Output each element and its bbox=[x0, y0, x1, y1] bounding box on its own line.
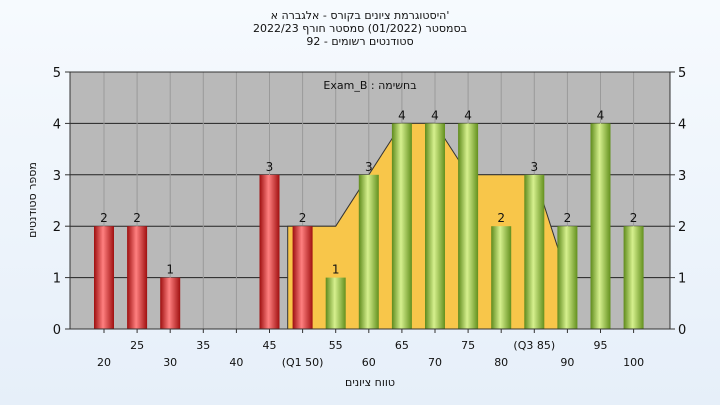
bar-value-label: 3 bbox=[266, 160, 274, 174]
x-tick-label: 70 bbox=[428, 356, 442, 369]
bar-value-label: 1 bbox=[332, 263, 340, 277]
bar-60 bbox=[358, 174, 379, 329]
y-tick-label-right: 1 bbox=[678, 272, 686, 287]
y-tick-label-left: 1 bbox=[53, 272, 61, 287]
y-tick-label-left: 2 bbox=[53, 220, 61, 235]
bar-value-label: 4 bbox=[597, 108, 605, 122]
x-tick-label: 40 bbox=[229, 356, 243, 369]
bar-85 bbox=[524, 174, 545, 329]
bar-value-label: 4 bbox=[464, 108, 472, 122]
y-tick-label-left: 4 bbox=[53, 117, 61, 132]
bar-value-label: 2 bbox=[133, 211, 141, 225]
bar-65 bbox=[391, 123, 412, 330]
bar-value-label: 4 bbox=[398, 108, 406, 122]
y-axis-title: מספר סטודנטים bbox=[26, 162, 39, 238]
y-tick-label-right: 5 bbox=[678, 66, 686, 81]
x-tick-label: (Q3 85) bbox=[513, 339, 555, 352]
x-tick-label: (Q1 50) bbox=[282, 356, 324, 369]
bar-value-label: 3 bbox=[530, 160, 538, 174]
y-tick-label-right: 2 bbox=[678, 220, 686, 235]
bar-55 bbox=[325, 277, 346, 329]
bar-95 bbox=[590, 123, 611, 330]
bar-80 bbox=[491, 226, 512, 329]
x-tick-label: 20 bbox=[97, 356, 111, 369]
bar-value-label: 2 bbox=[497, 211, 505, 225]
bar-25 bbox=[127, 226, 148, 329]
x-tick-label: 55 bbox=[329, 339, 343, 352]
x-tick-label: 25 bbox=[130, 339, 144, 352]
x-tick-label: 100 bbox=[623, 356, 644, 369]
y-tick-label-right: 0 bbox=[678, 323, 686, 338]
bar-value-label: 2 bbox=[100, 211, 108, 225]
x-tick-label: 90 bbox=[560, 356, 574, 369]
y-tick-label-right: 3 bbox=[678, 169, 686, 184]
bar-20 bbox=[94, 226, 114, 329]
title-line-3: סטודנטים רשומים - 92 bbox=[306, 35, 414, 48]
bar-value-label: 2 bbox=[564, 211, 572, 225]
bar-value-label: 2 bbox=[630, 211, 638, 225]
y-tick-label-right: 4 bbox=[678, 117, 686, 132]
bar-75 bbox=[458, 123, 479, 330]
x-tick-label: 80 bbox=[494, 356, 508, 369]
x-tick-label: 35 bbox=[196, 339, 210, 352]
x-tick-label: 75 bbox=[461, 339, 475, 352]
x-tick-label: 45 bbox=[263, 339, 277, 352]
x-tick-label: 30 bbox=[163, 356, 177, 369]
y-tick-label-left: 3 bbox=[53, 169, 61, 184]
bar-value-label: 1 bbox=[166, 263, 174, 277]
bar-value-label: 2 bbox=[299, 211, 307, 225]
plot-border bbox=[69, 71, 671, 330]
bar-70 bbox=[425, 123, 445, 330]
bar-value-label: 3 bbox=[365, 160, 373, 174]
bar-50 bbox=[292, 226, 313, 329]
bar-value-label: 4 bbox=[431, 108, 439, 122]
bar-90 bbox=[557, 226, 578, 329]
bar-45 bbox=[259, 174, 280, 329]
bar-100 bbox=[623, 226, 644, 329]
title-line-2: בסמסטר (01/2022) סמסטר חורף 2022/23 bbox=[253, 22, 467, 35]
y-tick-label-left: 5 bbox=[53, 66, 61, 81]
y-tick-label-left: 0 bbox=[53, 323, 61, 338]
x-axis-title: טווח ציונים bbox=[345, 376, 395, 389]
x-tick-label: 95 bbox=[594, 339, 608, 352]
x-tick-label: 65 bbox=[395, 339, 409, 352]
bar-30 bbox=[160, 277, 181, 329]
title-line-1: היסטוגרמת ציונים בקורס - אלגברה א' bbox=[270, 9, 450, 22]
x-tick-label: 60 bbox=[362, 356, 376, 369]
box-series-label: Exam_B : בחשימה bbox=[323, 79, 416, 92]
